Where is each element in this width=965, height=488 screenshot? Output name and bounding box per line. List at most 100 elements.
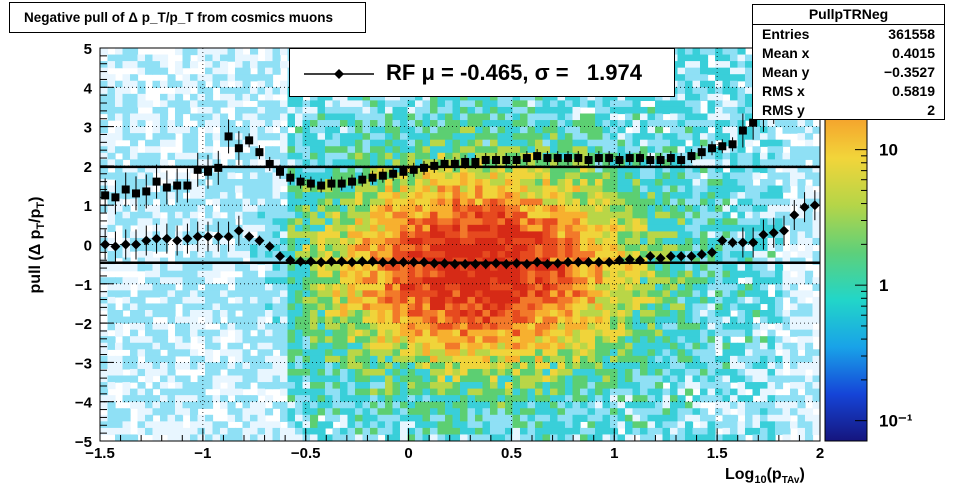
heatmap-cell — [617, 205, 626, 213]
heatmap-cell — [535, 303, 544, 311]
heatmap-cell — [445, 270, 454, 278]
heatmap-cell — [115, 113, 124, 121]
heatmap-cell — [452, 427, 461, 436]
heatmap-cell — [317, 251, 326, 259]
heatmap-cell — [670, 362, 679, 370]
heatmap-cell — [422, 316, 431, 324]
heatmap-cell — [685, 205, 694, 213]
heatmap-cell — [745, 342, 754, 350]
heatmap-cell — [310, 139, 319, 147]
heatmap-cell — [452, 139, 461, 147]
heatmap-cell — [572, 427, 581, 436]
heatmap-cell — [497, 179, 506, 187]
heatmap-cell — [550, 205, 559, 213]
heatmap-cell — [692, 48, 701, 56]
heatmap-cell — [595, 368, 604, 377]
heatmap-cell — [752, 152, 761, 160]
heatmap-cell — [392, 290, 401, 298]
heatmap-cell — [767, 382, 776, 390]
heatmap-cell — [520, 329, 529, 337]
heatmap-cell — [715, 283, 724, 291]
heatmap-cell — [625, 93, 634, 101]
heatmap-cell — [190, 323, 199, 331]
heatmap-cell — [490, 401, 499, 409]
heatmap-cell — [310, 323, 319, 331]
heatmap-cell — [760, 362, 769, 370]
heatmap-cell — [580, 395, 589, 403]
heatmap-cell — [685, 362, 694, 370]
heatmap-cell — [730, 133, 739, 141]
heatmap-cell — [632, 277, 641, 285]
heatmap-cell — [145, 283, 154, 291]
heatmap-cell — [662, 139, 671, 147]
heatmap-cell — [250, 283, 259, 291]
heatmap-cell — [280, 172, 289, 180]
heatmap-cell — [242, 283, 251, 291]
heatmap-cell — [212, 316, 221, 324]
heatmap-cell — [482, 401, 491, 409]
heatmap-cell — [730, 264, 739, 272]
heatmap-cell — [550, 421, 559, 429]
heatmap-cell — [512, 310, 521, 318]
heatmap-cell — [302, 310, 311, 318]
heatmap-cell — [445, 349, 454, 357]
heatmap-cell — [535, 283, 544, 291]
heatmap-cell — [610, 395, 619, 403]
heatmap-cell — [340, 434, 349, 441]
heatmap-cell — [137, 87, 146, 95]
heatmap-cell — [700, 159, 709, 167]
heatmap-cell — [197, 113, 206, 121]
heatmap-cell — [167, 277, 176, 285]
heatmap-cell — [370, 408, 379, 416]
heatmap-cell — [587, 113, 596, 121]
heatmap-cell — [460, 205, 469, 213]
heatmap-cell — [602, 133, 611, 141]
heatmap-cell — [737, 54, 746, 62]
heatmap-cell — [182, 264, 191, 272]
heatmap-cell — [370, 277, 379, 285]
heatmap-cell — [415, 401, 424, 409]
heatmap-cell — [565, 434, 574, 441]
heatmap-cell — [445, 434, 454, 441]
heatmap-cell — [287, 375, 296, 383]
heatmap-cell — [130, 185, 139, 193]
heatmap-cell — [115, 323, 124, 331]
heatmap-cell — [632, 270, 641, 278]
heatmap-cell — [580, 146, 589, 154]
heatmap-cell — [280, 342, 289, 350]
heatmap-cell — [767, 211, 776, 219]
heatmap-cell — [625, 106, 634, 115]
heatmap-cell — [272, 251, 281, 259]
heatmap-cell — [137, 185, 146, 193]
heatmap-cell — [257, 342, 266, 350]
heatmap-cell — [475, 93, 484, 101]
heatmap-cell — [550, 270, 559, 278]
heatmap-cell — [107, 87, 116, 95]
heatmap-cell — [250, 316, 259, 324]
heatmap-cell — [572, 310, 581, 318]
heatmap-cell — [137, 316, 146, 324]
heatmap-cell — [160, 218, 169, 226]
heatmap-cell — [265, 218, 274, 226]
heatmap-cell — [340, 283, 349, 291]
heatmap-cell — [205, 120, 214, 128]
heatmap-cell — [145, 231, 154, 239]
heatmap-cell — [370, 388, 379, 396]
heatmap-cell — [490, 434, 499, 441]
heatmap-cell — [767, 165, 776, 174]
heatmap-cell — [767, 224, 776, 232]
heatmap-cell — [295, 296, 304, 305]
heatmap-cell — [430, 146, 439, 154]
heatmap-cell — [632, 100, 641, 108]
heatmap-cell — [662, 237, 671, 246]
heatmap-cell — [715, 244, 724, 252]
heatmap-cell — [280, 283, 289, 291]
heatmap-cell — [430, 100, 439, 108]
heatmap-cell — [445, 264, 454, 272]
heatmap-cell — [242, 362, 251, 370]
heatmap-cell — [730, 244, 739, 252]
heatmap-cell — [445, 93, 454, 101]
heatmap-cell — [362, 336, 371, 344]
heatmap-cell — [422, 126, 431, 134]
heatmap-cell — [287, 159, 296, 167]
